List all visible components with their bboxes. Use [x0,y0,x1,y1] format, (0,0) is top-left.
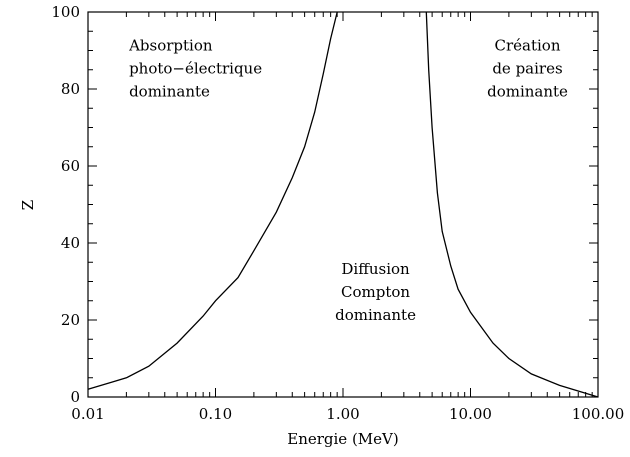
y-tick-label: 100 [51,3,80,21]
x-tick-label: 0.01 [71,405,104,423]
series-layer [87,11,599,398]
region-label-2: Diffusion Compton dominante [335,260,416,324]
region-label-line: photo−électrique [129,60,262,78]
x-tick-label: 0.10 [199,405,232,423]
y-axis: 0 20 40 60 80 100 [51,3,598,406]
region-label-3: Création de paires dominante [487,37,568,101]
boundary-curve-1 [87,11,338,390]
region-label-line: Compton [341,283,410,301]
x-axis: 0.01 0.10 1.00 10.00 100.00 [71,12,624,423]
boundary-curve-2 [425,11,599,398]
x-tick-label: 100.00 [572,405,625,423]
region-label-line: Diffusion [341,260,410,278]
y-tick-label: 60 [61,157,80,175]
region-label-1: Absorption photo−électrique dominante [128,37,262,101]
y-tick-label: 40 [61,234,80,252]
region-label-line: Création [495,37,561,55]
x-tick-label: 10.00 [449,405,492,423]
x-axis-title: Energie (MeV) [287,430,398,448]
annotation-layer: Absorption photo−électrique dominanteDiffu… [128,37,568,324]
y-axis-title: Z [19,200,37,210]
region-label-line: dominante [487,83,568,101]
y-tick-label: 0 [70,388,80,406]
y-tick-label: 20 [61,311,80,329]
region-label-line: dominante [129,83,210,101]
region-label-line: de paires [492,60,562,78]
y-tick-label: 80 [61,80,80,98]
x-tick-label: 1.00 [326,405,359,423]
region-label-line: dominante [335,306,416,324]
region-label-line: Absorption [128,37,213,55]
